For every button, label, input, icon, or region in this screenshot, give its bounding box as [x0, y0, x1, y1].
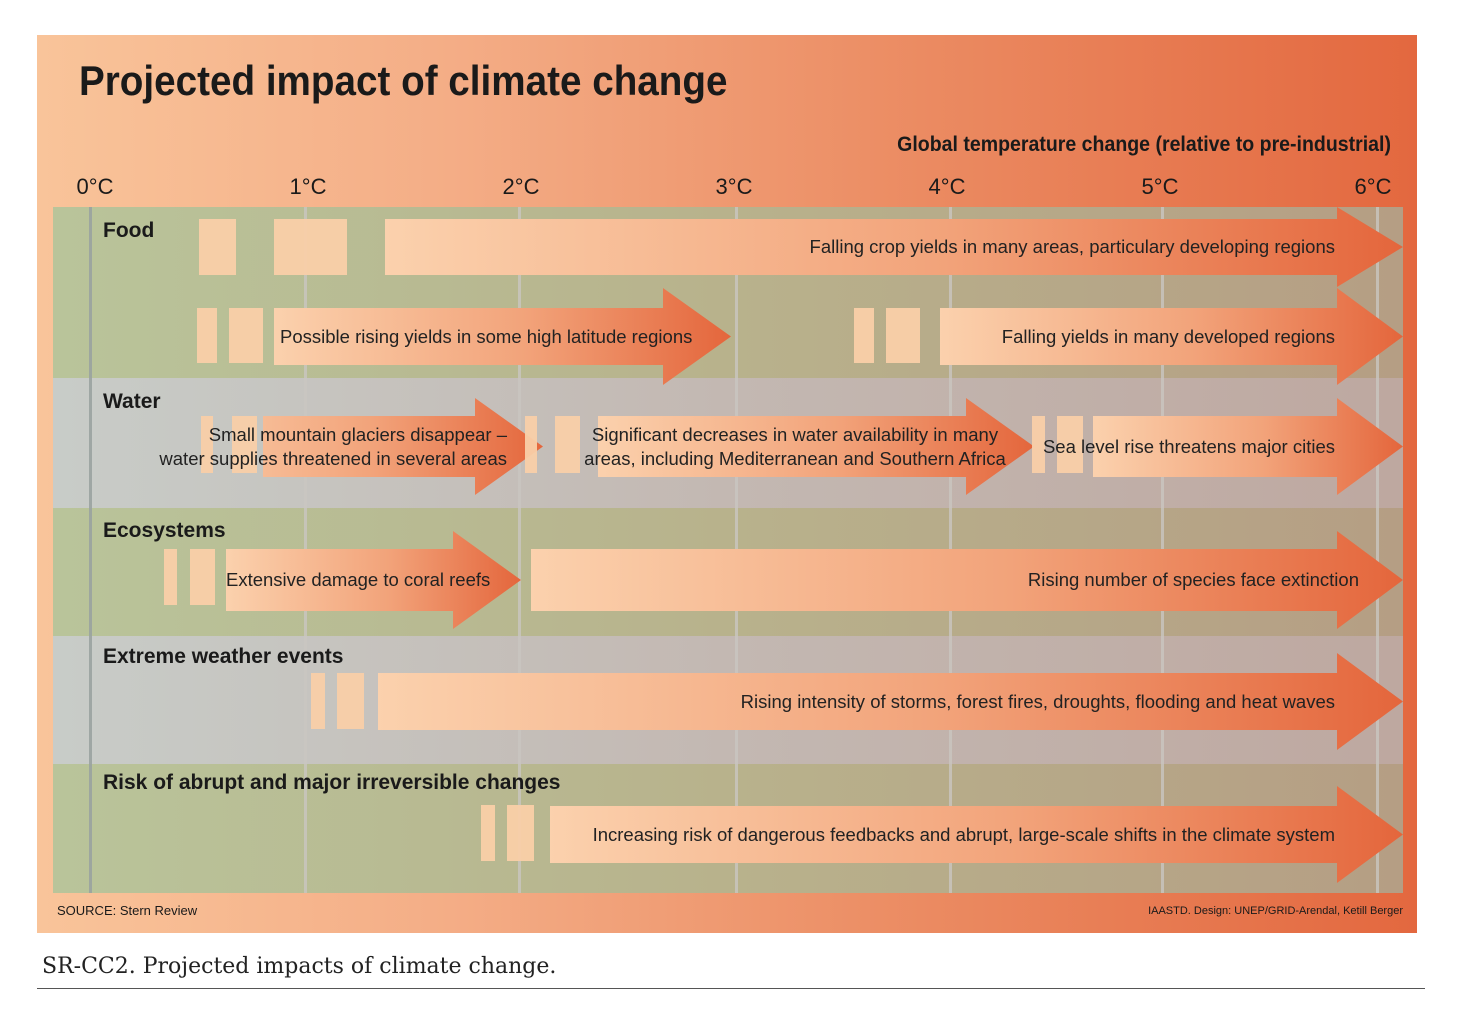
arrow-water-decrease: Significant decreases in water availabil… — [584, 398, 1034, 495]
caption-divider — [37, 988, 1425, 989]
tick-3c: 3°C — [715, 174, 753, 199]
onset-block — [311, 673, 325, 729]
axis-title: Global temperature change (relative to p… — [897, 133, 1391, 156]
source-note: SOURCE: Stern Review — [57, 903, 198, 918]
onset-block — [197, 308, 217, 363]
tick-1c: 1°C — [289, 174, 327, 199]
arrow-shape — [385, 207, 1403, 287]
figure-caption: SR-CC2. Projected impacts of climate cha… — [42, 954, 557, 979]
onset-block — [1057, 416, 1083, 473]
onset-block — [229, 308, 263, 363]
impact-label: Falling crop yields in many areas, parti… — [809, 236, 1335, 257]
onset-block — [190, 549, 215, 605]
impact-label: Falling yields in many developed regions — [1001, 325, 1335, 347]
impact-chart: Food Water Ecosystems Extreme weather ev… — [53, 207, 1403, 893]
impact-label-line: Significant decreases in water availabil… — [591, 423, 999, 445]
tick-0c: 0°C — [76, 174, 114, 199]
arrow-abrupt-shifts: Increasing risk of dangerous feedbacks a… — [550, 786, 1403, 883]
onset-block — [164, 549, 177, 605]
onset-block — [886, 308, 920, 363]
onset-block — [337, 673, 364, 729]
impact-label-line: areas, including Mediterranean and South… — [584, 447, 1006, 469]
onset-block — [232, 416, 257, 473]
tick-6c: 6°C — [1354, 174, 1392, 199]
impact-label: Sea level rise threatens major cities — [1042, 435, 1335, 457]
impact-label: Rising intensity of storms, forest fires… — [740, 690, 1335, 712]
arrow-species-extinction: Rising number of species face extinction — [531, 531, 1403, 629]
arrow-coral-reefs: Extensive damage to coral reefs — [226, 531, 521, 629]
impact-label: Significant decreases in water availabil… — [584, 398, 1006, 495]
impact-label-line: water supplies threatened in several are… — [159, 447, 507, 469]
gridline-0c — [89, 207, 92, 893]
impact-label-line: Small mountain glaciers disappear – — [208, 423, 507, 445]
onset-block — [201, 416, 213, 473]
category-food: Food — [103, 219, 155, 242]
gridline-6c — [1376, 207, 1379, 893]
arrow-glaciers: Small mountain glaciers disappear – wate… — [159, 398, 543, 495]
impact-label: Possible rising yields in some high lati… — [280, 325, 693, 347]
figure-title: Projected impact of climate change — [79, 57, 728, 104]
onset-block — [199, 219, 236, 275]
onset-block — [481, 805, 495, 861]
onset-block — [1032, 416, 1045, 473]
tick-2c: 2°C — [502, 174, 540, 199]
tick-5c: 5°C — [1141, 174, 1179, 199]
impact-label: Small mountain glaciers disappear – wate… — [159, 398, 507, 495]
onset-block — [854, 308, 874, 363]
impact-label: Rising number of species face extinction — [1027, 569, 1359, 590]
tick-4c: 4°C — [928, 174, 966, 199]
impact-label: Extensive damage to coral reefs — [226, 569, 491, 590]
arrow-extreme-weather: Rising intensity of storms, forest fires… — [378, 653, 1403, 750]
category-water: Water — [103, 390, 161, 413]
onset-block — [525, 416, 537, 473]
arrow-sea-level-rise: Sea level rise threatens major cities — [1043, 398, 1403, 495]
category-ecosystems: Ecosystems — [103, 519, 226, 542]
onset-block — [555, 416, 580, 473]
impact-label: Increasing risk of dangerous feedbacks a… — [592, 823, 1335, 845]
onset-block — [274, 219, 347, 275]
onset-block — [507, 805, 534, 861]
category-extreme-weather: Extreme weather events — [103, 645, 344, 668]
arrow-falling-developed-yields: Falling yields in many developed regions — [940, 288, 1403, 385]
arrow-rising-yields: Possible rising yields in some high lati… — [274, 288, 731, 385]
design-credit: IAASTD. Design: UNEP/GRID-Arendal, Ketil… — [1148, 905, 1403, 917]
arrow-falling-crop-yields: Falling crop yields in many areas, parti… — [385, 207, 1403, 287]
category-abrupt-changes: Risk of abrupt and major irreversible ch… — [103, 771, 561, 794]
gridline-2c — [518, 207, 521, 893]
figure: Projected impact of climate change Globa… — [37, 35, 1417, 933]
